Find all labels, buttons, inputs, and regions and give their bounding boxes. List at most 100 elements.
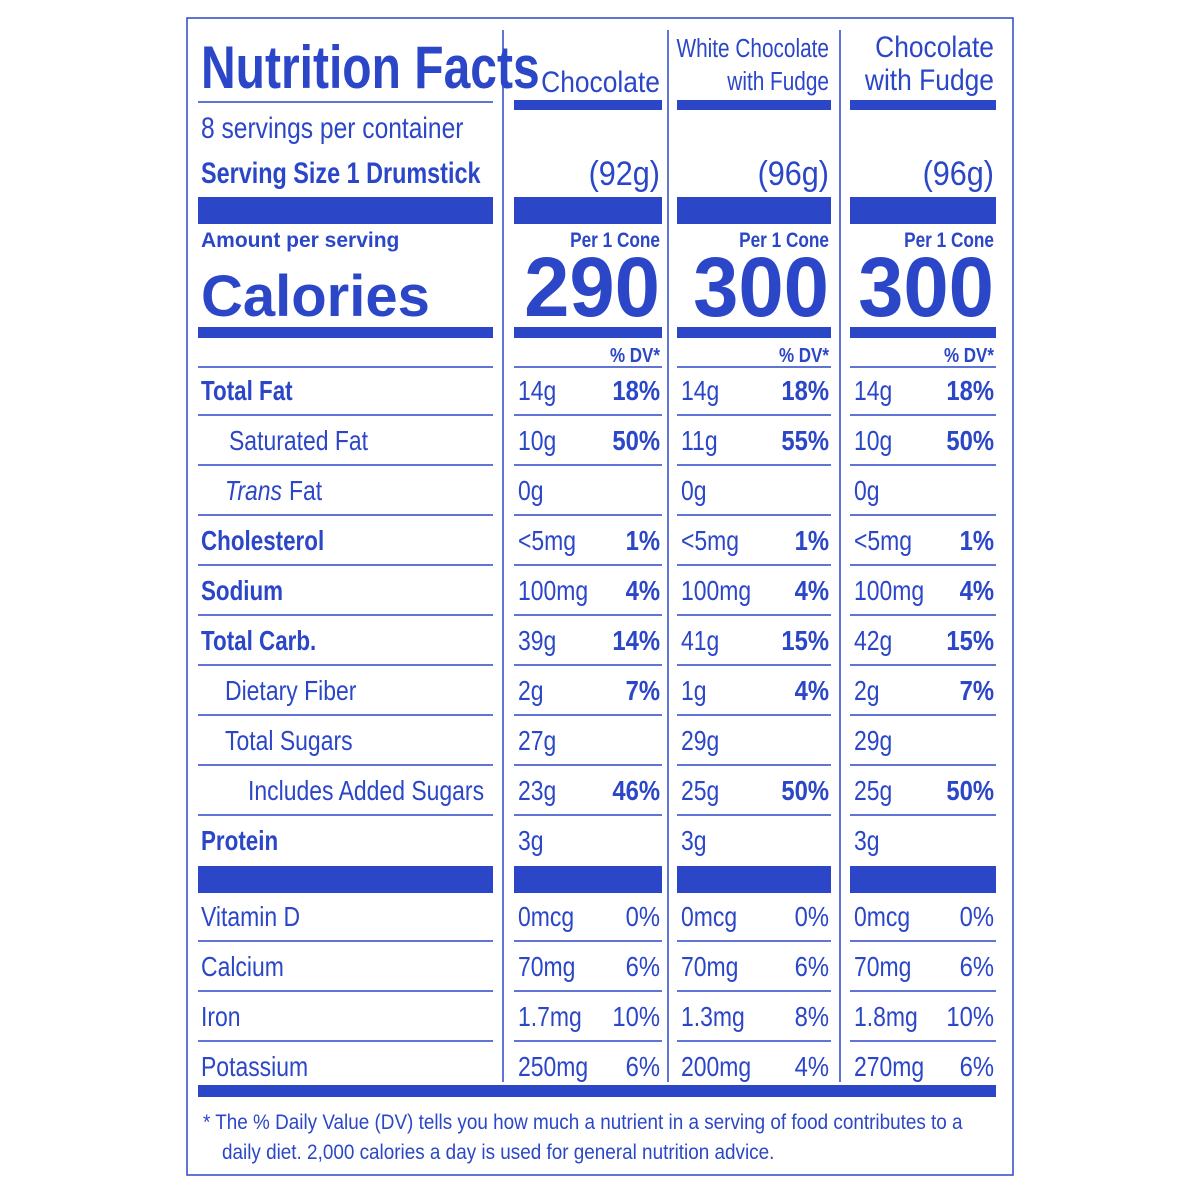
- nutrient-label: Protein: [201, 826, 278, 857]
- amount: 2g: [518, 676, 544, 707]
- thick-bar: [850, 327, 996, 338]
- amount: 25g: [854, 776, 892, 807]
- amount: 29g: [681, 726, 719, 757]
- amount: 11g: [681, 426, 718, 457]
- daily-value: 6%: [795, 950, 829, 982]
- calories-value: 300: [858, 240, 994, 334]
- daily-value: 6%: [626, 950, 660, 982]
- daily-value: 0%: [626, 900, 660, 932]
- daily-value: 18%: [946, 374, 994, 406]
- daily-value: 4%: [795, 574, 829, 606]
- daily-value: 18%: [781, 374, 829, 406]
- daily-value: 8%: [795, 1000, 829, 1032]
- serving-weight: (92g): [589, 155, 660, 193]
- per-unit: Per 1 Cone: [739, 230, 829, 253]
- thick-bar: [514, 197, 662, 224]
- daily-value: 15%: [781, 624, 829, 656]
- title: Nutrition Facts: [201, 34, 540, 101]
- amount: 200mg: [681, 1052, 751, 1083]
- nutrient-label: Fat: [289, 476, 322, 507]
- amount: 270mg: [854, 1052, 924, 1083]
- thick-bar: [677, 100, 831, 110]
- column-name: White Chocolate: [676, 34, 829, 63]
- amount: 1g: [681, 676, 707, 707]
- per-unit: Per 1 Cone: [904, 230, 994, 253]
- daily-value: 6%: [960, 1050, 994, 1082]
- thick-bar: [514, 100, 662, 110]
- amount: 10g: [518, 426, 556, 457]
- amount: <5mg: [854, 526, 912, 557]
- amount: 27g: [518, 726, 556, 757]
- amount: 0g: [518, 476, 544, 507]
- nutrient-label: Cholesterol: [201, 526, 324, 557]
- daily-value: 50%: [946, 424, 994, 456]
- amount: 3g: [854, 826, 880, 857]
- amount: 0mcg: [681, 902, 737, 933]
- column-name: Chocolate: [875, 29, 994, 63]
- amount: 42g: [854, 626, 892, 657]
- daily-value: 1%: [960, 524, 994, 556]
- amount: 2g: [854, 676, 880, 707]
- amount: <5mg: [518, 526, 576, 557]
- thick-bar: [677, 327, 831, 338]
- thick-bar: [850, 866, 996, 893]
- thick-bar: [850, 100, 996, 110]
- amount: 3g: [681, 826, 707, 857]
- amount: 14g: [681, 376, 719, 407]
- amount: 250mg: [518, 1052, 588, 1083]
- amount: 0mcg: [854, 902, 910, 933]
- daily-value: 4%: [795, 1050, 829, 1082]
- daily-value: 6%: [960, 950, 994, 982]
- daily-value: 55%: [781, 424, 829, 456]
- amount: 14g: [854, 376, 892, 407]
- footnote: daily diet. 2,000 calories a day is used…: [222, 1141, 774, 1164]
- amount: 100mg: [681, 576, 751, 607]
- daily-value: 1%: [795, 524, 829, 556]
- daily-value: 1%: [626, 524, 660, 556]
- amount: 14g: [518, 376, 556, 407]
- nutrient-label: Total Sugars: [225, 726, 353, 757]
- nutrient-label: Total Carb.: [201, 626, 316, 657]
- daily-value: 50%: [612, 424, 660, 456]
- serving-weight: (96g): [758, 155, 829, 193]
- amount: 39g: [518, 626, 556, 657]
- nutrient-label: Includes Added Sugars: [248, 776, 484, 807]
- amount: 25g: [681, 776, 719, 807]
- amount: 1.7mg: [518, 1002, 582, 1033]
- amount: 100mg: [518, 576, 588, 607]
- dv-header: % DV*: [944, 344, 995, 367]
- thick-bar: [198, 1085, 996, 1097]
- thick-bar: [850, 197, 996, 224]
- daily-value: 4%: [795, 674, 829, 706]
- thick-bar: [677, 866, 831, 893]
- daily-value: 50%: [781, 774, 829, 806]
- label-border: [186, 17, 1014, 1176]
- serving-weight: (96g): [923, 155, 994, 193]
- dv-header: % DV*: [779, 344, 830, 367]
- amount: 0g: [681, 476, 707, 507]
- amount: 3g: [518, 826, 544, 857]
- column-name: with Fudge: [864, 62, 994, 96]
- amount: 70mg: [854, 952, 911, 983]
- column-name: Chocolate: [541, 64, 660, 98]
- amount: 23g: [518, 776, 556, 807]
- calories-value: 300: [693, 240, 829, 334]
- daily-value: 6%: [626, 1050, 660, 1082]
- nutrient-label: Calcium: [201, 952, 284, 983]
- amount: 70mg: [681, 952, 738, 983]
- daily-value: 10%: [946, 1000, 994, 1032]
- calories-value: 290: [524, 240, 660, 334]
- daily-value: 0%: [795, 900, 829, 932]
- amount: 0mcg: [518, 902, 574, 933]
- nutrient-label: Vitamin D: [201, 902, 300, 933]
- daily-value: 14%: [612, 624, 660, 656]
- thick-bar: [514, 866, 662, 893]
- daily-value: 4%: [626, 574, 660, 606]
- daily-value: 7%: [626, 674, 660, 706]
- amount: 1.8mg: [854, 1002, 918, 1033]
- nutrient-label: Dietary Fiber: [225, 676, 357, 707]
- per-unit: Per 1 Cone: [570, 230, 660, 253]
- amount: 70mg: [518, 952, 575, 983]
- thick-bar: [677, 197, 831, 224]
